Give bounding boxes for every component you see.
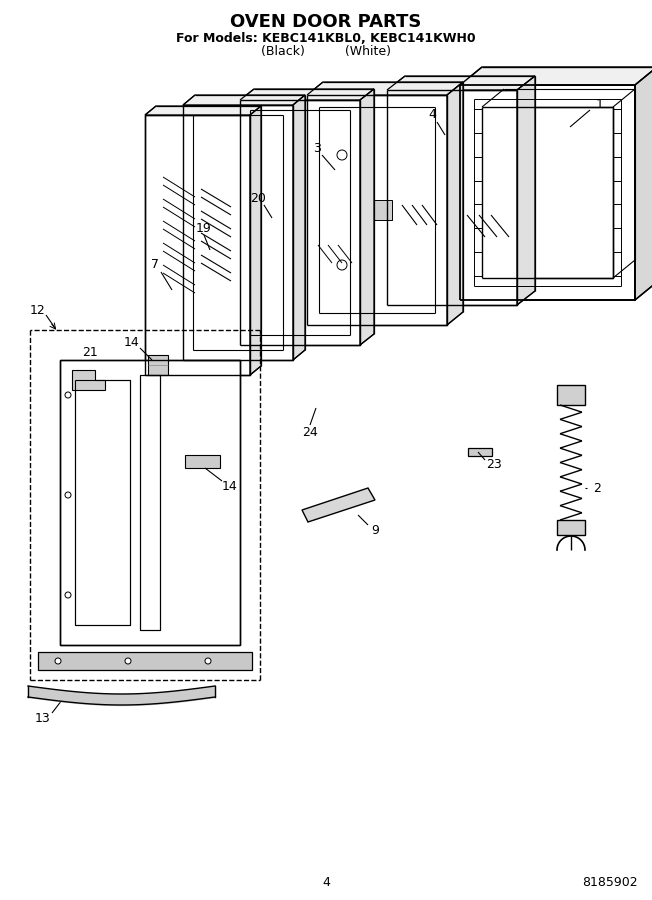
Circle shape bbox=[337, 150, 347, 160]
Polygon shape bbox=[293, 95, 305, 360]
Polygon shape bbox=[38, 652, 252, 670]
Polygon shape bbox=[557, 385, 585, 405]
Text: 4: 4 bbox=[428, 109, 436, 122]
Ellipse shape bbox=[366, 206, 374, 213]
Polygon shape bbox=[240, 100, 360, 345]
Text: (Black)          (White): (Black) (White) bbox=[261, 46, 391, 58]
Polygon shape bbox=[302, 488, 375, 522]
Polygon shape bbox=[557, 520, 585, 535]
Polygon shape bbox=[360, 89, 374, 345]
Text: 19: 19 bbox=[196, 221, 212, 235]
Text: OVEN DOOR PARTS: OVEN DOOR PARTS bbox=[230, 13, 422, 31]
Polygon shape bbox=[145, 106, 261, 115]
Polygon shape bbox=[482, 107, 613, 278]
Text: 20: 20 bbox=[250, 192, 266, 204]
Polygon shape bbox=[468, 448, 492, 456]
Circle shape bbox=[205, 658, 211, 664]
Polygon shape bbox=[362, 200, 392, 220]
Text: For Models: KEBC141KBL0, KEBC141KWH0: For Models: KEBC141KBL0, KEBC141KWH0 bbox=[176, 32, 476, 44]
Polygon shape bbox=[183, 105, 293, 360]
Text: 12: 12 bbox=[30, 303, 46, 317]
Polygon shape bbox=[635, 67, 652, 300]
Circle shape bbox=[55, 658, 61, 664]
Polygon shape bbox=[250, 106, 261, 375]
Polygon shape bbox=[460, 85, 635, 300]
Text: 23: 23 bbox=[486, 457, 502, 471]
Text: 8185902: 8185902 bbox=[582, 876, 638, 888]
Text: 2: 2 bbox=[593, 482, 601, 494]
Polygon shape bbox=[240, 275, 250, 295]
Polygon shape bbox=[60, 360, 240, 645]
Polygon shape bbox=[307, 138, 319, 160]
Polygon shape bbox=[148, 355, 168, 375]
Text: 14: 14 bbox=[222, 481, 238, 493]
Polygon shape bbox=[185, 455, 220, 468]
Polygon shape bbox=[145, 115, 250, 375]
Circle shape bbox=[65, 492, 71, 498]
Text: 1: 1 bbox=[596, 98, 604, 112]
Polygon shape bbox=[307, 95, 447, 325]
Text: 3: 3 bbox=[313, 141, 321, 155]
Text: 4: 4 bbox=[322, 876, 330, 888]
Text: 21: 21 bbox=[82, 346, 98, 358]
Polygon shape bbox=[517, 76, 535, 305]
Polygon shape bbox=[240, 160, 250, 180]
Text: 9: 9 bbox=[371, 524, 379, 536]
Text: 14: 14 bbox=[124, 336, 140, 348]
Circle shape bbox=[125, 658, 131, 664]
Text: 7: 7 bbox=[151, 258, 159, 272]
Polygon shape bbox=[307, 82, 463, 95]
Polygon shape bbox=[387, 76, 535, 90]
Text: 13: 13 bbox=[35, 712, 51, 724]
Text: 24: 24 bbox=[302, 426, 318, 438]
Circle shape bbox=[65, 392, 71, 398]
Polygon shape bbox=[72, 370, 105, 390]
Polygon shape bbox=[307, 248, 319, 270]
Polygon shape bbox=[140, 375, 160, 630]
Polygon shape bbox=[460, 67, 652, 85]
Polygon shape bbox=[447, 82, 463, 325]
Polygon shape bbox=[183, 95, 305, 105]
Circle shape bbox=[65, 592, 71, 598]
Circle shape bbox=[337, 260, 347, 270]
Polygon shape bbox=[75, 380, 130, 625]
Polygon shape bbox=[240, 89, 374, 100]
Polygon shape bbox=[387, 90, 517, 305]
